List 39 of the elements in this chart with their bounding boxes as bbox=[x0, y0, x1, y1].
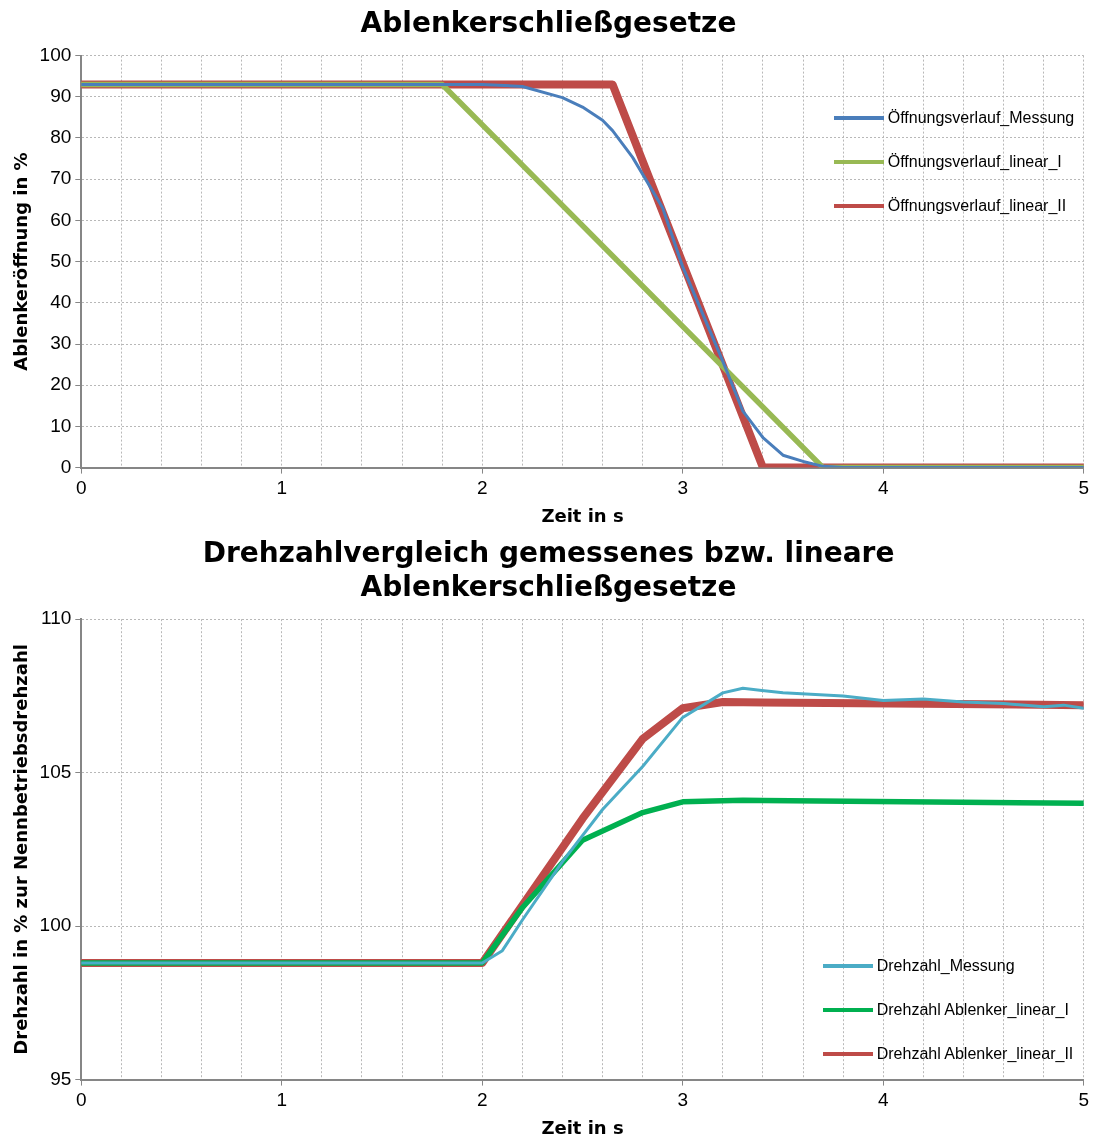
y-axis-title: Drehzahl in % zur Nennbetriebsdrehzahl bbox=[10, 644, 32, 1055]
y-tick-label: 70 bbox=[50, 167, 72, 189]
y-tick-label: 100 bbox=[39, 43, 72, 65]
legend-label: Öffnungsverlauf_linear_II bbox=[887, 196, 1067, 215]
legend-label: Drehzahl Ablenker_linear_I bbox=[876, 1000, 1069, 1019]
legend-label: Drehzahl_Messung bbox=[876, 956, 1015, 975]
x-tick-label: 2 bbox=[476, 1089, 488, 1111]
x-tick-label: 0 bbox=[76, 1089, 87, 1111]
y-tick-label: 110 bbox=[41, 607, 72, 629]
x-tick-label: 4 bbox=[877, 1089, 889, 1111]
y-tick-label: 20 bbox=[50, 373, 72, 395]
legend-label: Drehzahl Ablenker_linear_II bbox=[876, 1044, 1074, 1063]
x-tick-label: 3 bbox=[677, 1089, 689, 1111]
x-tick-label: 4 bbox=[877, 477, 889, 499]
y-tick-label: 95 bbox=[50, 1067, 72, 1089]
y-tick-label: 90 bbox=[50, 85, 72, 107]
x-tick-label: 1 bbox=[276, 1089, 288, 1111]
y-tick-label: 30 bbox=[50, 332, 72, 354]
x-tick-label: 2 bbox=[476, 477, 488, 499]
legend-label: Öffnungsverlauf_linear_I bbox=[887, 152, 1062, 171]
y-tick-label: 105 bbox=[39, 760, 72, 782]
y-tick-label: 0 bbox=[60, 455, 72, 477]
y-tick-label: 60 bbox=[50, 208, 72, 230]
legend-label: Öffnungsverlauf_Messung bbox=[887, 108, 1075, 127]
y-axis-title: Ablenkeröffnung in % bbox=[10, 152, 32, 371]
y-tick-label: 80 bbox=[50, 126, 72, 148]
x-tick-label: 3 bbox=[677, 477, 689, 499]
x-tick-label: 0 bbox=[76, 477, 87, 499]
x-axis-title: Zeit in s bbox=[541, 504, 624, 526]
x-tick-label: 5 bbox=[1078, 477, 1090, 499]
chart-title: Ablenkerschließgesetze bbox=[360, 6, 737, 40]
chart-title: Drehzahlvergleich gemessenes bzw. lineare Ablenkerschließgesetze bbox=[202, 536, 895, 603]
y-tick-label: 50 bbox=[50, 249, 72, 271]
x-tick-label: 1 bbox=[276, 477, 288, 499]
x-axis-title: Zeit in s bbox=[541, 1116, 624, 1138]
y-tick-label: 10 bbox=[50, 414, 72, 436]
x-tick-label: 5 bbox=[1078, 1089, 1090, 1111]
y-tick-label: 40 bbox=[50, 291, 72, 313]
y-tick-label: 100 bbox=[39, 914, 72, 936]
